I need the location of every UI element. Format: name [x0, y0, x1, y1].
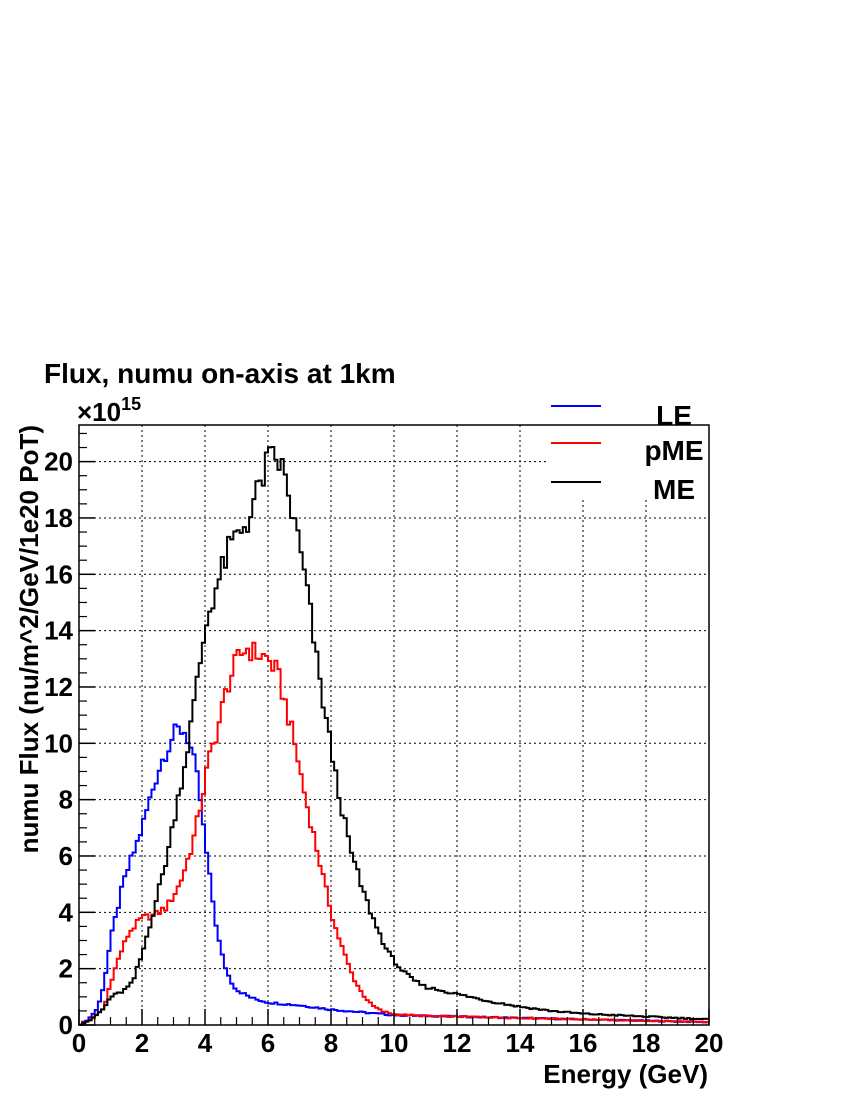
x-tick-label: 4: [198, 1028, 213, 1058]
y-tick-label: 2: [59, 954, 73, 984]
y-tick-label: 12: [44, 672, 73, 702]
chart-title: Flux, numu on-axis at 1km: [44, 358, 396, 389]
x-tick-label: 20: [695, 1028, 724, 1058]
series-line-le: [78, 723, 709, 1026]
grid: [79, 425, 709, 1025]
legend: LE pME ME: [551, 400, 704, 505]
y-tick-label: 10: [44, 728, 73, 758]
legend-label-le: LE: [656, 400, 692, 431]
x-tick-label: 12: [443, 1028, 472, 1058]
x-tick-label: 14: [506, 1028, 535, 1058]
x-tick-label: 10: [380, 1028, 409, 1058]
y-axis-label: numu Flux (nu/m^2/GeV/1e20 PoT): [14, 425, 44, 853]
y-tick-label: 14: [44, 616, 73, 646]
x-tick-label: 2: [135, 1028, 149, 1058]
y-axis: 0 2 4 6 8 10 12 14 16 18 20: [44, 432, 95, 1040]
x-tick-label: 18: [632, 1028, 661, 1058]
legend-label-pme: pME: [644, 435, 703, 466]
series-line-pme: [78, 641, 709, 1026]
x-axis-label: Energy (GeV): [543, 1059, 708, 1089]
y-tick-label: 8: [59, 785, 73, 815]
y-tick-label: 20: [44, 447, 73, 477]
y-tick-label: 16: [44, 559, 73, 589]
series-line-me: [78, 445, 709, 1026]
y-tick-label: 0: [59, 1010, 73, 1040]
x-tick-label: 8: [324, 1028, 338, 1058]
y-tick-label: 18: [44, 503, 73, 533]
y-multiplier-label: ×1015: [77, 394, 141, 427]
series-layer: [78, 445, 709, 1026]
y-tick-label: 6: [59, 841, 73, 871]
x-axis: 0 2 4 6 8 10 12 14 16 18 20: [72, 1009, 724, 1058]
y-tick-label: 4: [59, 897, 74, 927]
legend-label-me: ME: [653, 474, 695, 505]
x-tick-label: 0: [72, 1028, 86, 1058]
x-tick-label: 6: [261, 1028, 275, 1058]
x-tick-label: 16: [569, 1028, 598, 1058]
